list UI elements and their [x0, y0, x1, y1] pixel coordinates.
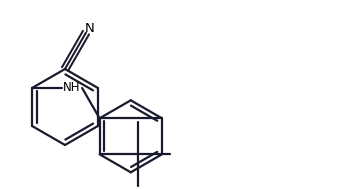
Text: NH: NH [63, 81, 81, 94]
Text: N: N [85, 22, 95, 35]
